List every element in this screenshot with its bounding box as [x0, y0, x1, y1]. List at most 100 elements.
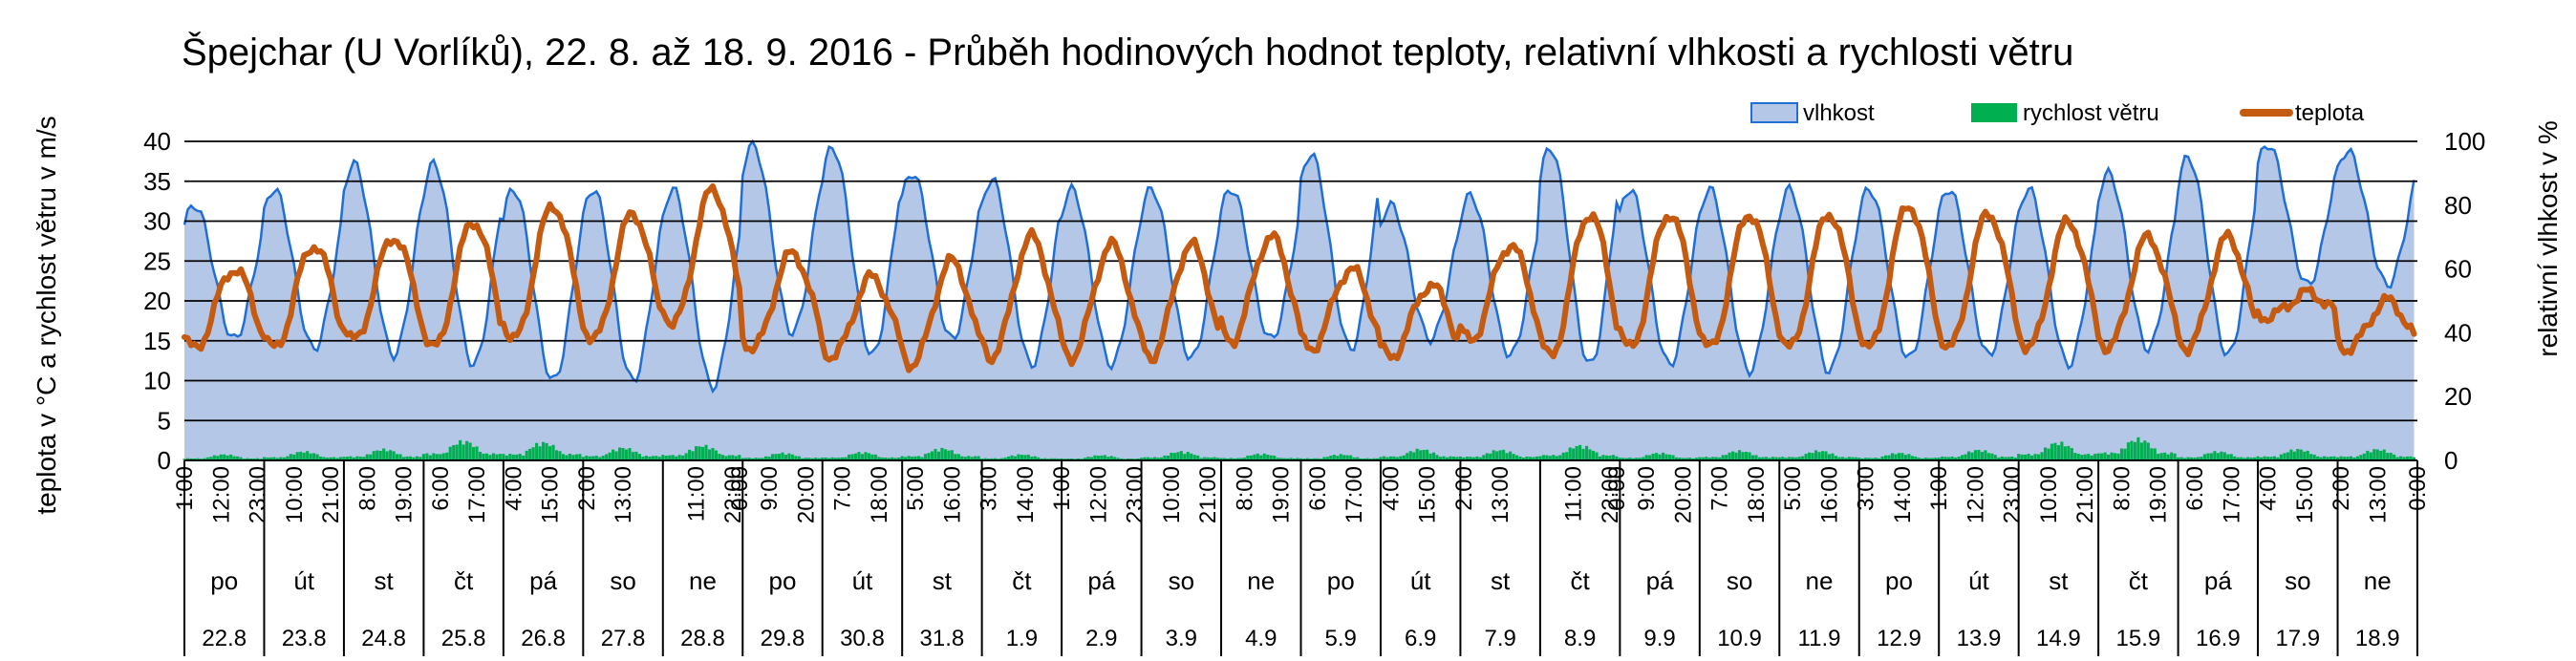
wind-bar [319, 457, 323, 460]
wind-bar [1781, 457, 1785, 460]
wind-bar [1997, 457, 2001, 460]
x-tick-hour-label: 1:00 [172, 466, 198, 511]
wind-bar [1222, 458, 1227, 460]
wind-bar [677, 455, 681, 460]
x-tick-hour-label: 23:00 [1123, 466, 1148, 523]
weekday-label: ne [1806, 566, 1834, 595]
wind-bar [1757, 457, 1761, 460]
wind-bar [1638, 458, 1642, 460]
date-label: 7.9 [1484, 626, 1515, 651]
wind-bar [1428, 453, 1432, 460]
wind-bar [974, 456, 977, 460]
wind-bar [1681, 458, 1685, 460]
wind-bar [947, 450, 951, 460]
wind-bar [1419, 450, 1423, 460]
wind-bar [1820, 451, 1825, 460]
wind-bar [1336, 456, 1340, 460]
wind-bar [711, 448, 715, 460]
wind-bar [376, 450, 379, 460]
wind-bar [1289, 458, 1293, 460]
wind-bar [1312, 458, 1316, 460]
wind-bar [1847, 457, 1851, 460]
wind-bar [1831, 453, 1835, 460]
x-tick-hour-label: 17:00 [2219, 466, 2244, 523]
wind-bar [1990, 453, 1994, 460]
wind-bar [814, 458, 818, 460]
x-tick-hour-label: 1:00 [1926, 466, 1952, 511]
wind-bar [2193, 457, 2197, 460]
wind-bar [498, 454, 502, 460]
wind-bar [1478, 457, 1482, 460]
x-tick-hour-label: 8:00 [1232, 466, 1257, 511]
wind-bar [671, 455, 675, 460]
wind-bar [1598, 456, 1602, 460]
date-label: 26.8 [521, 626, 566, 651]
wind-bar [2272, 456, 2277, 460]
wind-bar [185, 458, 190, 460]
wind-bar [2253, 457, 2257, 460]
date-label: 9.9 [1643, 626, 1675, 651]
x-tick-hour-label: 17:00 [1342, 466, 1367, 523]
wind-bar [770, 454, 775, 460]
y-tick-label-right: 100 [2444, 127, 2485, 156]
wind-bar [1804, 454, 1808, 460]
wind-bar [272, 457, 276, 460]
x-tick-hour-label: 19:00 [1269, 466, 1295, 523]
wind-bar [1282, 458, 1286, 460]
wind-bar [1561, 452, 1565, 460]
wind-bar [428, 455, 432, 460]
wind-bar [2375, 449, 2379, 460]
wind-bar [1329, 456, 1333, 460]
wind-bar [432, 453, 436, 460]
wind-bar [2043, 447, 2048, 460]
wind-series [182, 437, 2416, 460]
wind-bar [2163, 452, 2167, 460]
wind-bar [306, 451, 310, 460]
x-tick-hour-label: 0:00 [727, 466, 753, 511]
wind-bar [1871, 458, 1875, 460]
wind-bar [1379, 457, 1383, 460]
wind-bar [594, 456, 598, 460]
wind-bar [870, 454, 874, 460]
wind-bar [2007, 457, 2010, 460]
wind-bar [491, 453, 495, 460]
wind-bar [2409, 456, 2413, 460]
wind-bar [2335, 457, 2340, 460]
wind-bar [1076, 458, 1081, 460]
wind-bar [1030, 457, 1034, 460]
wind-bar [1737, 450, 1742, 460]
wind-bar [960, 456, 964, 460]
wind-bar [1874, 458, 1878, 460]
wind-bar [1917, 458, 1921, 460]
y-tick-label-right: 60 [2444, 255, 2472, 284]
wind-bar [1694, 458, 1698, 460]
wind-bar [1601, 455, 1605, 460]
x-tick-hour-label: 1:00 [1049, 466, 1075, 511]
wind-bar [2067, 445, 2071, 460]
wind-bar [545, 442, 548, 460]
wind-bar [1316, 458, 1320, 460]
wind-bar [2113, 453, 2117, 460]
wind-bar [747, 458, 751, 460]
wind-bar [385, 451, 389, 460]
x-tick-hour-label: 0:00 [1604, 466, 1630, 511]
wind-bar [797, 456, 801, 460]
wind-bar [767, 457, 771, 460]
weekday-label: po [769, 566, 797, 595]
wind-bar [1934, 458, 1938, 460]
wind-bar [1890, 453, 1895, 460]
wind-bar [1907, 454, 1911, 460]
wind-bar [1525, 457, 1529, 460]
wind-bar [2013, 458, 2017, 460]
wind-bar [707, 449, 712, 460]
y-axis-label-right: relativní vlhkost v % [2533, 120, 2563, 356]
wind-bar [1734, 452, 1738, 460]
wind-bar [1984, 450, 1987, 460]
y-tick-label-left: 15 [143, 327, 171, 355]
wind-bar [1296, 458, 1299, 460]
wind-bar [1445, 457, 1449, 460]
wind-bar [495, 454, 499, 460]
wind-bar [1552, 455, 1556, 460]
x-tick-hour-label: 9:00 [757, 466, 783, 511]
wind-bar [1505, 453, 1509, 460]
